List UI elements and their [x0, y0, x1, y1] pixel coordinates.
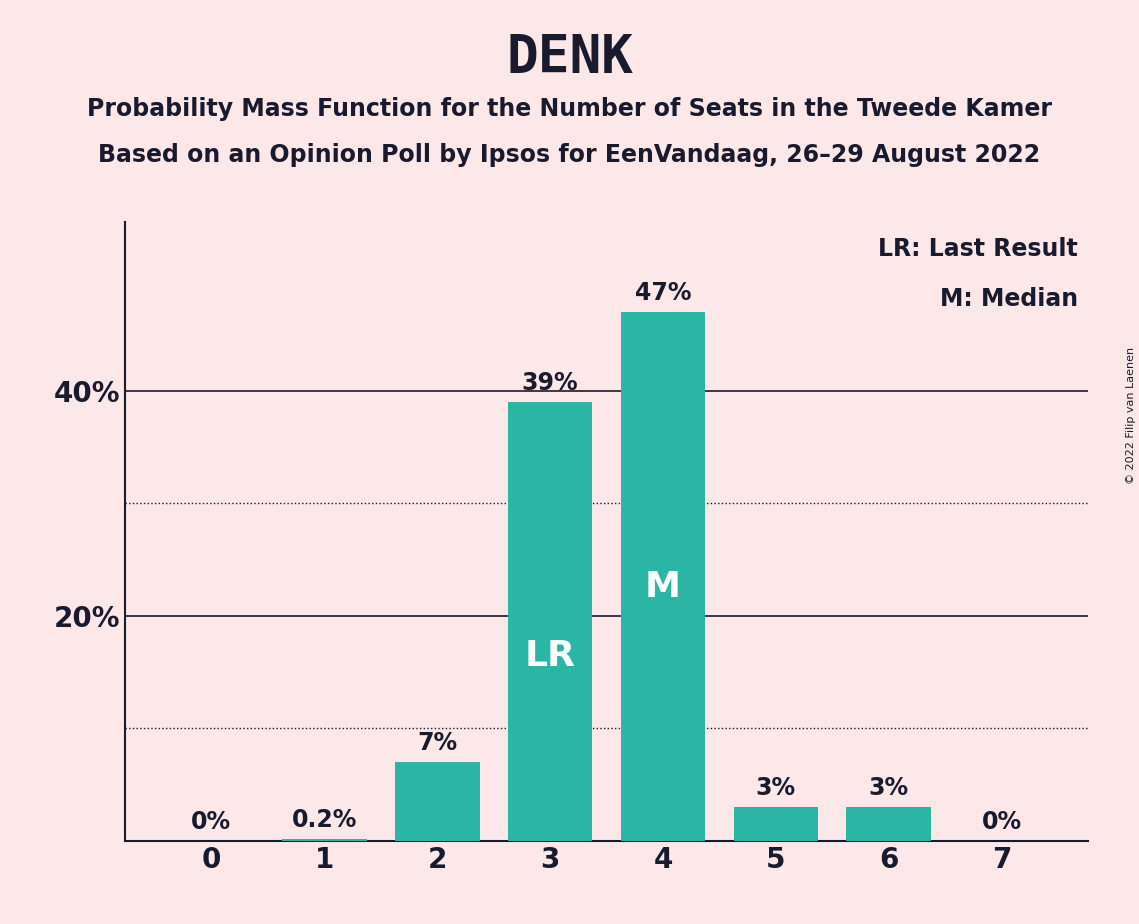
Text: Based on an Opinion Poll by Ipsos for EenVandaag, 26–29 August 2022: Based on an Opinion Poll by Ipsos for Ee…	[98, 143, 1041, 167]
Text: 3%: 3%	[756, 776, 796, 800]
Text: © 2022 Filip van Laenen: © 2022 Filip van Laenen	[1126, 347, 1136, 484]
Bar	[734, 807, 818, 841]
Text: Probability Mass Function for the Number of Seats in the Tweede Kamer: Probability Mass Function for the Number…	[87, 97, 1052, 121]
Text: M: Median: M: Median	[940, 286, 1079, 310]
Text: 0%: 0%	[191, 810, 231, 834]
Text: 7%: 7%	[417, 731, 457, 755]
Text: LR: Last Result: LR: Last Result	[878, 237, 1079, 261]
Text: 0.2%: 0.2%	[292, 808, 357, 832]
Text: LR: LR	[525, 639, 575, 674]
Bar	[282, 839, 367, 841]
Bar	[621, 311, 705, 841]
Bar	[395, 762, 480, 841]
Text: 0%: 0%	[982, 810, 1022, 834]
Text: 39%: 39%	[522, 371, 579, 395]
Text: M: M	[645, 570, 681, 604]
Text: DENK: DENK	[506, 32, 633, 84]
Bar	[508, 402, 592, 841]
Bar	[846, 807, 931, 841]
Text: 3%: 3%	[869, 776, 909, 800]
Text: 47%: 47%	[634, 281, 691, 305]
